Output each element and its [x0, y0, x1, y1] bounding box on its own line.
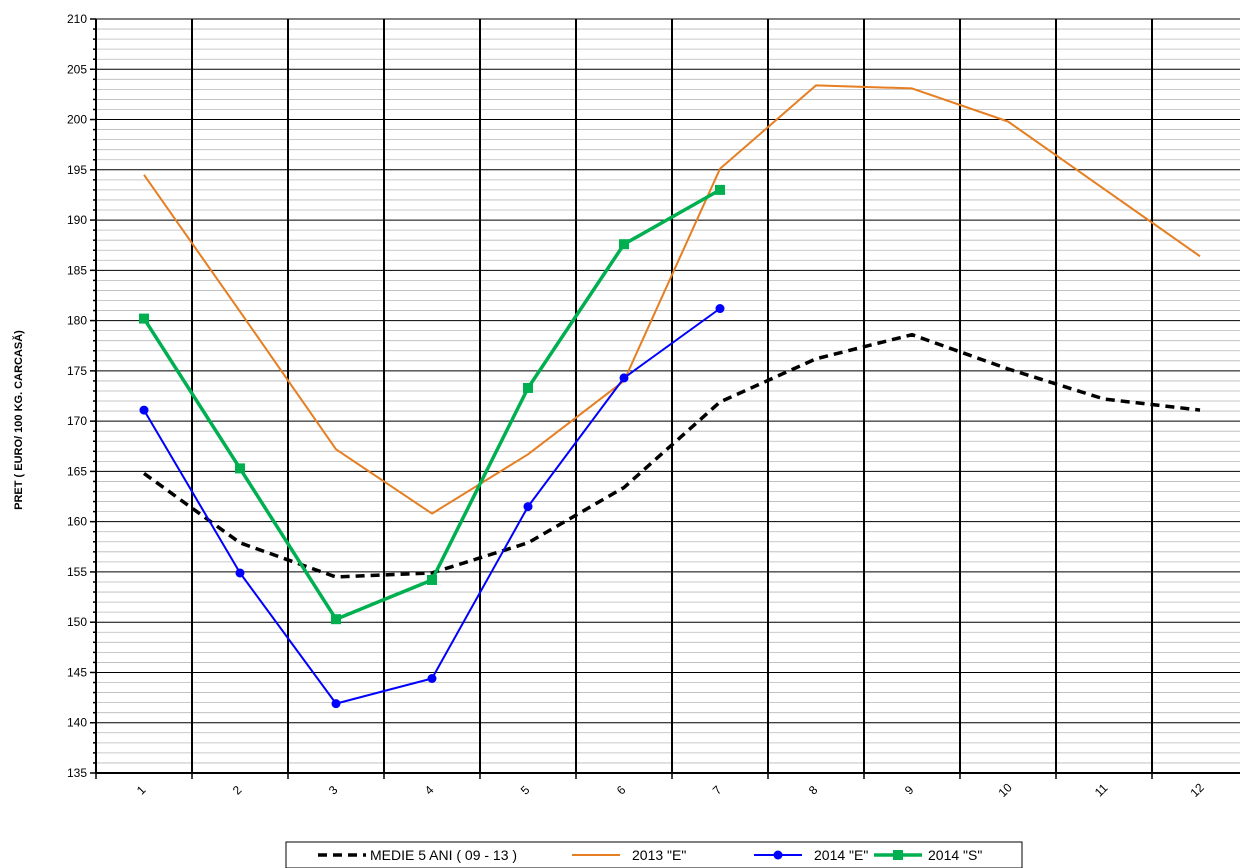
- y-tick-label: 185: [67, 263, 87, 277]
- data-point: [427, 574, 437, 585]
- data-point: [619, 239, 629, 250]
- series-lines: [139, 84, 1201, 709]
- y-tick-label: 155: [67, 565, 87, 579]
- data-point: [523, 502, 533, 512]
- axes: [90, 18, 1240, 779]
- legend: MEDIE 5 ANI ( 09 - 13 ) 2013 "E" 2014 "E" 2…: [285, 841, 1023, 868]
- y-tick-label: 140: [67, 716, 87, 730]
- legend-label: MEDIE 5 ANI ( 09 - 13 ): [370, 847, 517, 863]
- legend-marker: [773, 850, 783, 860]
- series-line: [143, 84, 1201, 515]
- legend-label: 2014 "S": [928, 847, 982, 863]
- y-tick-label: 165: [67, 464, 87, 478]
- data-point: [331, 699, 341, 709]
- data-point: [715, 184, 725, 195]
- data-point: [139, 405, 149, 415]
- y-tick-label: 190: [67, 213, 87, 227]
- data-point: [139, 313, 149, 324]
- series-2: [143, 84, 1201, 515]
- series-4: [139, 184, 725, 625]
- data-point: [235, 568, 245, 578]
- y-tick-label: 210: [67, 12, 87, 26]
- y-tick-label: 200: [67, 113, 87, 127]
- y-tick-label: 205: [67, 62, 87, 76]
- legend-label: 2013 "E": [632, 847, 686, 863]
- y-tick-label: 135: [67, 766, 87, 780]
- y-tick-label: 145: [67, 665, 87, 679]
- data-point: [523, 382, 533, 393]
- data-point: [427, 673, 437, 683]
- data-point: [715, 304, 725, 314]
- y-axis-label: PRET ( EURO/ 100 KG. CARCASĂ): [12, 330, 25, 510]
- y-tick-labels: 135 140 145 150 155 160 165 170 175 180 185 190 195 2…: [67, 12, 87, 780]
- y-tick-label: 180: [67, 314, 87, 328]
- legend-marker: [893, 850, 903, 860]
- data-point: [235, 463, 245, 474]
- vertical-gridlines: [191, 19, 1153, 773]
- y-tick-label: 150: [67, 615, 87, 629]
- legend-label: 2014 "E": [814, 847, 868, 863]
- series-line: [142, 332, 1201, 579]
- series-3: [139, 304, 725, 709]
- y-tick-label: 175: [67, 364, 87, 378]
- y-tick-label: 195: [67, 163, 87, 177]
- y-tick-label: 170: [67, 414, 87, 428]
- data-point: [331, 614, 341, 625]
- series-1: [142, 332, 1201, 579]
- y-tick-label: 160: [67, 515, 87, 529]
- data-point: [619, 373, 629, 383]
